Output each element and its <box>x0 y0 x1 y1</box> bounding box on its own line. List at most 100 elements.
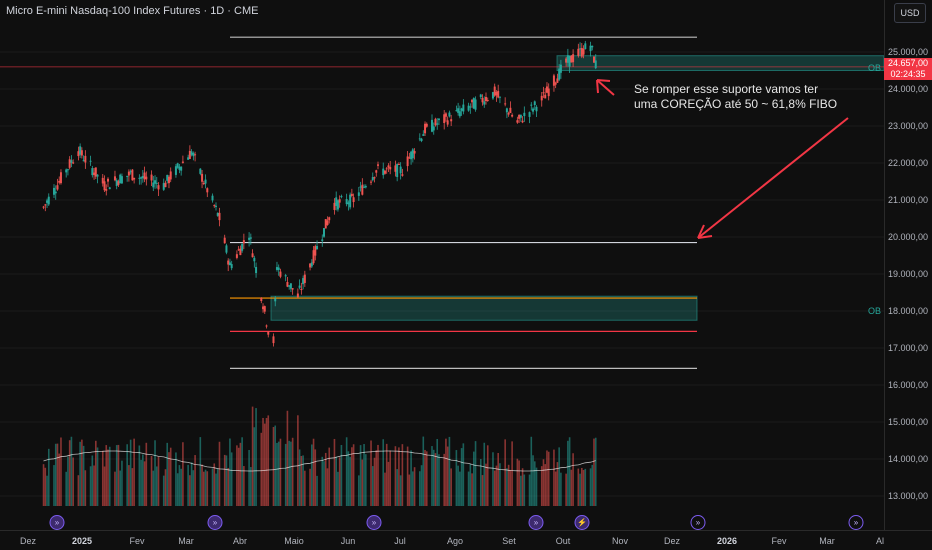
volume-bar <box>474 441 477 506</box>
volume-bar <box>168 452 170 506</box>
dividend-icon[interactable]: » <box>366 515 382 530</box>
volume-bar <box>255 408 257 506</box>
candle <box>589 45 592 52</box>
volume-bar <box>471 473 473 506</box>
volume-bar <box>175 452 177 506</box>
time-tick-label: Mar <box>819 536 835 546</box>
candle <box>255 267 258 274</box>
candle <box>580 47 583 57</box>
volume-bar <box>542 459 545 506</box>
candle <box>382 168 385 176</box>
candle <box>312 250 315 264</box>
candle <box>145 176 148 180</box>
volume-bar <box>143 461 146 506</box>
dividend-icon[interactable]: » <box>207 515 223 530</box>
candle <box>242 240 245 244</box>
candle <box>469 106 472 108</box>
candle <box>181 161 184 163</box>
candle <box>59 172 62 184</box>
volume-bar <box>450 468 452 506</box>
candle <box>70 160 73 163</box>
candle <box>316 245 319 250</box>
volume-bar <box>377 444 379 506</box>
order-block-label-upper: OB <box>868 63 882 73</box>
candle <box>504 103 507 105</box>
volume-bar <box>406 446 409 506</box>
price-tick-label: 14.000,00 <box>888 454 929 464</box>
volume-bar <box>408 474 411 506</box>
volume-bar <box>290 441 292 506</box>
candle <box>260 297 263 301</box>
volume-bar <box>459 471 461 506</box>
candle <box>77 151 80 157</box>
volume-bar <box>265 418 268 506</box>
currency-button[interactable]: USD <box>894 3 926 23</box>
volume-bar <box>96 447 99 506</box>
candle <box>65 169 68 173</box>
candle <box>535 106 538 112</box>
volume-bar <box>114 471 116 506</box>
candle <box>383 170 386 174</box>
volume-bar <box>239 442 242 506</box>
candle <box>272 336 275 344</box>
dividend-icon[interactable]: » <box>690 515 706 530</box>
price-chart[interactable] <box>0 0 884 530</box>
time-tick-label: Ago <box>446 536 464 546</box>
dividend-icon[interactable]: » <box>49 515 65 530</box>
volume-bar <box>358 475 360 506</box>
volume-bar <box>119 470 121 506</box>
volume-bar <box>432 449 435 506</box>
candle <box>202 183 205 185</box>
volume-bar <box>169 447 172 506</box>
volume-bar <box>54 443 57 506</box>
volume-bar <box>438 454 440 506</box>
candle <box>516 120 519 123</box>
volume-bar <box>67 456 69 506</box>
candle <box>373 177 376 179</box>
volume-bar <box>460 448 463 506</box>
volume-bar <box>229 438 231 506</box>
candle <box>523 112 526 117</box>
dividend-icon[interactable]: » <box>528 515 544 530</box>
volume-bar <box>507 464 510 506</box>
candle <box>462 104 465 112</box>
volume-bar <box>68 440 71 506</box>
candle <box>204 179 207 184</box>
volume-bar <box>419 471 421 506</box>
volume-bar <box>46 475 48 506</box>
volume-bar <box>251 406 254 506</box>
volume-bar <box>584 468 587 506</box>
candle <box>326 220 329 225</box>
volume-bar <box>445 438 447 506</box>
volume-bar <box>260 432 263 506</box>
volume-bar <box>396 469 398 506</box>
volume-bar <box>359 445 362 506</box>
volume-bar <box>230 452 233 506</box>
volume-bar <box>128 465 130 506</box>
candle <box>552 75 555 86</box>
flash-icon[interactable]: ⚡ <box>574 515 590 530</box>
time-tick-label: Fev <box>129 536 145 546</box>
volume-bar <box>155 466 158 506</box>
volume-bar <box>236 445 238 506</box>
annotation-text[interactable]: Se romper esse suporte vamos ter uma COR… <box>634 82 837 112</box>
volume-bar <box>431 446 433 506</box>
volume-bar <box>115 445 118 506</box>
price-tick-label: 20.000,00 <box>888 232 929 242</box>
volume-bar <box>288 440 290 506</box>
volume-bar <box>276 442 278 506</box>
candle <box>263 306 266 312</box>
candle <box>565 58 568 63</box>
dividend-icon[interactable]: » <box>848 515 864 530</box>
volume-bar <box>42 464 45 506</box>
candle <box>530 104 533 106</box>
candle <box>364 185 367 188</box>
volume-bar <box>412 471 414 506</box>
volume-bar <box>394 446 397 506</box>
candle <box>471 99 474 103</box>
volume-bar <box>70 436 73 506</box>
volume-bar <box>277 441 280 506</box>
volume-bar <box>223 454 226 506</box>
candle <box>408 157 411 159</box>
time-tick-label: 2025 <box>71 536 93 546</box>
